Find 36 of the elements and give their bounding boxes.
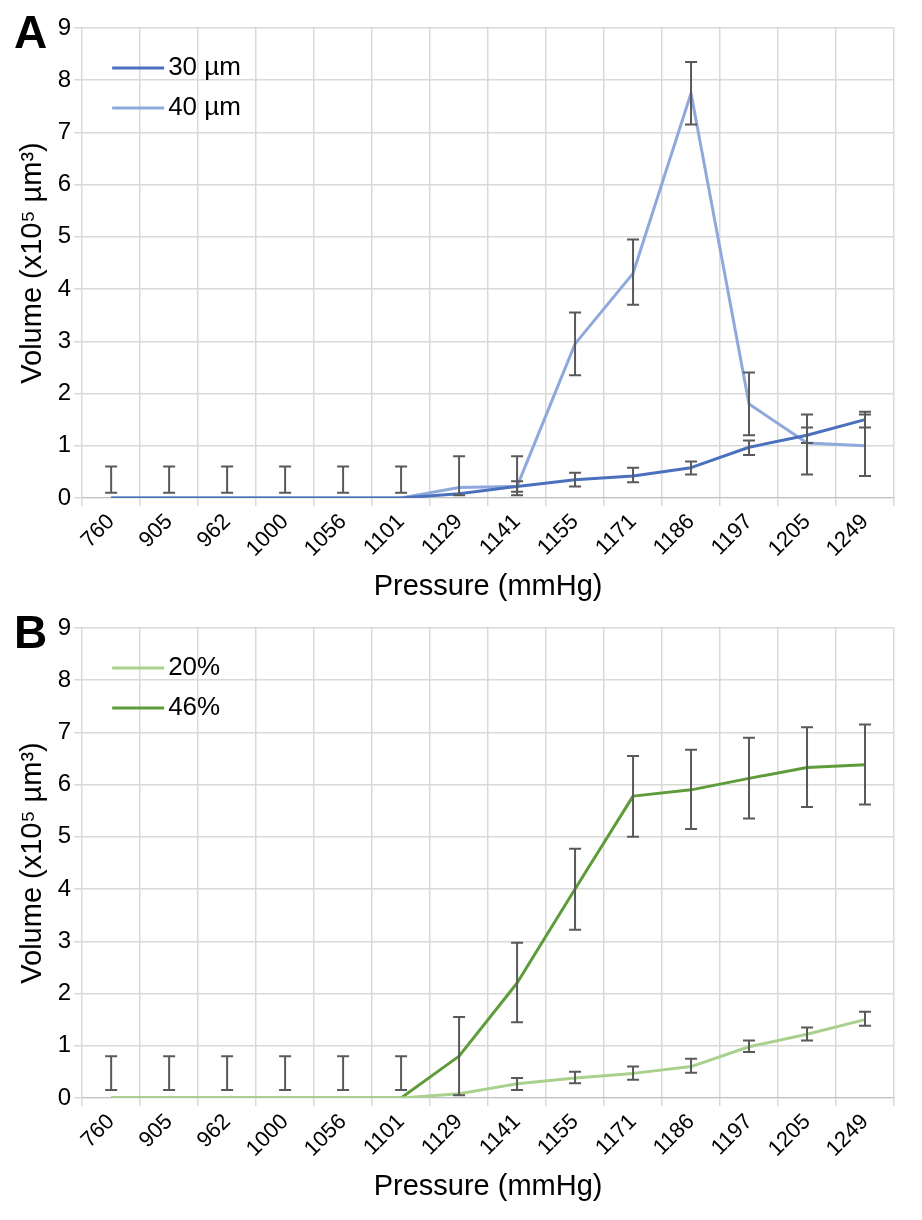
y-tick-label: 2	[57, 378, 72, 406]
x-axis-title: Pressure (mmHg)	[373, 1168, 603, 1201]
y-tick-label: 8	[57, 64, 72, 92]
y-tick-label: 0	[57, 1082, 72, 1110]
y-tick-label: 6	[57, 169, 72, 197]
y-tick-label: 0	[57, 482, 72, 510]
y-tick-label: 4	[57, 873, 72, 901]
x-tick-label: 760	[75, 1108, 119, 1153]
y-tick-label: 1	[57, 430, 72, 458]
y-tick-label: 5	[57, 821, 72, 849]
legend-label: 30 µm	[168, 51, 241, 82]
x-axis-title: Pressure (mmHg)	[373, 568, 603, 601]
y-tick-label: 6	[57, 769, 72, 797]
x-tick-label: 905	[133, 508, 177, 553]
y-axis-title: Volume (x10⁵ µm³)	[15, 142, 48, 384]
y-tick-label: 2	[57, 978, 72, 1006]
legend-label: 46%	[168, 691, 221, 722]
y-tick-label: 1	[57, 1030, 72, 1058]
legend-label: 40 µm	[168, 91, 241, 122]
y-tick-label: 3	[57, 325, 72, 353]
y-tick-label: 7	[57, 717, 72, 745]
y-tick-label: 3	[57, 925, 72, 953]
x-tick-label: 962	[191, 1108, 235, 1153]
legend-label: 20%	[168, 651, 221, 682]
x-tick-label: 962	[191, 508, 235, 553]
y-tick-label: 7	[57, 117, 72, 145]
y-tick-label: 9	[57, 612, 72, 640]
chart-title: A	[14, 5, 48, 58]
y-tick-label: 9	[57, 12, 72, 40]
x-tick-label: 905	[133, 1108, 177, 1153]
y-axis-title: Volume (x10⁵ µm³)	[15, 742, 48, 984]
y-tick-label: 4	[57, 273, 72, 301]
y-tick-label: 8	[57, 664, 72, 692]
chart-title: B	[14, 605, 48, 658]
y-tick-label: 5	[57, 221, 72, 249]
x-tick-label: 760	[75, 508, 119, 553]
